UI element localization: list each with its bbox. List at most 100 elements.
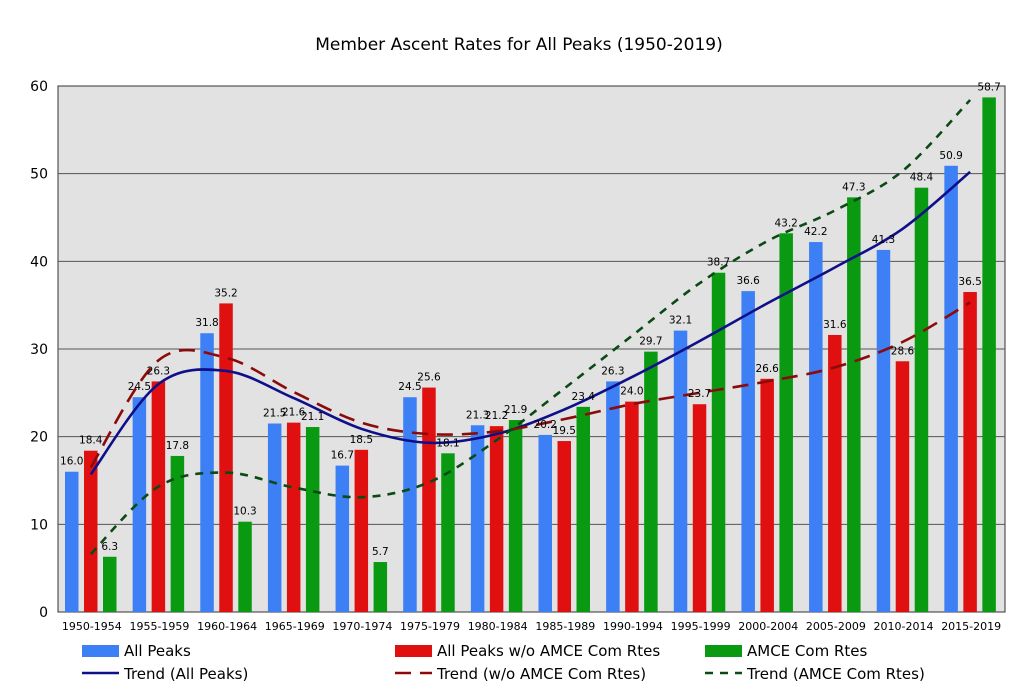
data-label: 23.7 [688,388,711,400]
legend-swatch [82,645,119,657]
bar [809,242,823,612]
data-label: 24.5 [128,381,151,393]
data-label: 18.4 [79,435,103,447]
trendline [89,99,972,556]
x-tick-label: 1970-1974 [332,620,392,633]
legend-label: Trend (All Peaks) [123,665,248,683]
data-label: 5.7 [372,546,389,558]
y-tick-label: 30 [30,342,48,358]
data-label: 20.2 [534,419,557,431]
y-tick-label: 10 [30,517,48,533]
data-label: 21.9 [504,404,527,416]
bar [354,449,369,612]
legend-label: AMCE Com Rtes [747,642,867,660]
bar [508,420,523,612]
bar [692,404,707,612]
x-tick-label: 1960-1964 [197,620,257,633]
trendlines [89,99,972,556]
data-label: 47.3 [842,181,865,193]
bar [238,521,252,612]
data-label: 16.7 [331,450,354,462]
data-label: 24.5 [398,381,421,393]
data-label: 24.0 [620,386,643,398]
data-label: 32.1 [669,315,692,327]
bar [132,397,147,612]
bar [982,97,996,612]
bar [914,187,929,612]
data-label: 36.5 [958,276,981,288]
y-tick-label: 60 [30,79,48,95]
data-label: 38.7 [707,257,730,269]
data-label: 28.6 [891,345,915,357]
x-tick-label: 1985-1989 [535,620,595,633]
y-tick-label: 40 [30,254,48,270]
data-labels: 16.0 24.5 31.8 21.5 16.7 24.5 21.3 20.2 26.3 32.1… [60,81,1001,558]
data-label: 21.1 [301,411,324,423]
bar [673,330,688,612]
legend-swatch [705,645,742,657]
bar [65,471,79,612]
x-tick-label: 1950-1954 [62,620,122,633]
data-label: 19.5 [553,425,576,437]
bar [84,450,98,612]
bar [305,427,320,612]
bar [170,455,185,612]
bar [103,556,117,612]
bar [151,381,166,612]
data-label: 21.2 [485,410,508,422]
data-label: 31.8 [195,317,218,329]
bar [335,465,350,612]
data-label: 23.4 [572,391,596,403]
data-label: 18.1 [436,437,459,449]
data-label: 26.3 [601,365,624,377]
bar [373,562,388,612]
x-tick-label: 1995-1999 [671,620,731,633]
data-label: 43.2 [774,217,797,229]
y-tick-label: 50 [30,167,48,183]
legend-label: Trend (AMCE Com Rtes) [746,665,925,683]
bar [538,434,552,612]
bar [644,351,658,612]
x-tick-label: 1955-1959 [129,620,189,633]
y-tick-label: 0 [39,605,48,621]
bar [441,453,455,612]
bar [470,425,485,612]
data-label: 10.3 [233,506,256,518]
data-label: 26.6 [755,363,779,375]
bar [847,197,861,612]
legend-label: Trend (w/o AMCE Com Rtes) [436,665,646,683]
bar [779,233,793,612]
legend-label: All Peaks [124,642,191,660]
bar [760,378,774,612]
x-tick-label: 2005-2009 [806,620,866,633]
data-label: 58.7 [977,81,1000,93]
data-label: 21.6 [282,407,306,419]
legend-swatch [395,645,432,657]
data-label: 6.3 [101,541,118,553]
bar [876,249,891,613]
y-axis: 0 10 20 30 40 50 60 [30,79,48,621]
x-tick-label: 2015-2019 [941,620,1001,633]
bar [576,406,590,612]
bar [963,292,977,612]
bar [606,381,620,612]
data-label: 18.5 [350,434,373,446]
data-label: 31.6 [823,319,847,331]
bar [422,387,436,612]
bar [828,334,842,612]
bar [403,397,417,612]
bar [711,272,726,612]
data-label: 35.2 [214,287,237,299]
trendline [89,170,971,476]
bar [944,165,958,612]
legend-label: All Peaks w/o AMCE Com Rtes [437,642,660,660]
data-label: 48.4 [910,172,934,184]
data-label: 26.3 [147,365,170,377]
bar [219,303,233,612]
bar [286,422,301,612]
bar [200,333,214,612]
data-label: 29.7 [639,336,662,348]
data-label: 17.8 [166,440,189,452]
y-tick-label: 20 [30,430,48,446]
bar [741,291,755,612]
